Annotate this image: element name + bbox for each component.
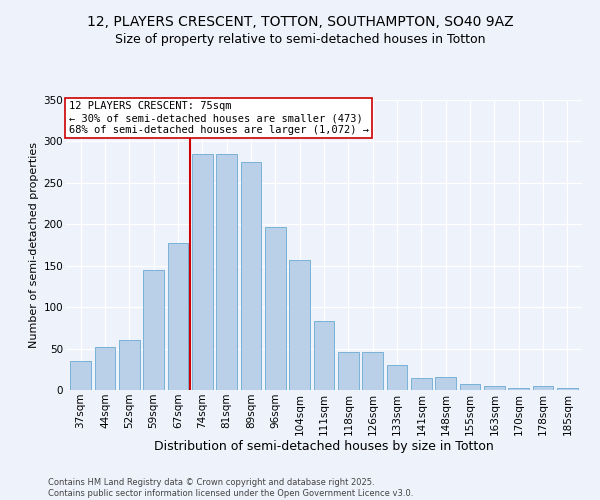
Bar [167,244,188,390]
Bar [216,154,237,390]
Bar [143,270,164,390]
Bar [314,321,334,390]
Bar [241,162,262,390]
Text: Size of property relative to semi-detached houses in Totton: Size of property relative to semi-detach… [115,32,485,46]
Bar [533,386,553,390]
Bar [119,340,140,390]
Bar [265,227,286,390]
Bar [411,378,432,390]
Y-axis label: Number of semi-detached properties: Number of semi-detached properties [29,142,40,348]
Bar [192,154,212,390]
Bar [362,352,383,390]
X-axis label: Distribution of semi-detached houses by size in Totton: Distribution of semi-detached houses by … [154,440,494,454]
Bar [95,347,115,390]
Bar [70,361,91,390]
Bar [484,386,505,390]
Text: 12, PLAYERS CRESCENT, TOTTON, SOUTHAMPTON, SO40 9AZ: 12, PLAYERS CRESCENT, TOTTON, SOUTHAMPTO… [86,15,514,29]
Bar [508,388,529,390]
Bar [338,352,359,390]
Bar [460,384,481,390]
Bar [436,376,456,390]
Bar [289,260,310,390]
Bar [386,365,407,390]
Bar [557,388,578,390]
Text: Contains HM Land Registry data © Crown copyright and database right 2025.
Contai: Contains HM Land Registry data © Crown c… [48,478,413,498]
Text: 12 PLAYERS CRESCENT: 75sqm
← 30% of semi-detached houses are smaller (473)
68% o: 12 PLAYERS CRESCENT: 75sqm ← 30% of semi… [68,102,368,134]
